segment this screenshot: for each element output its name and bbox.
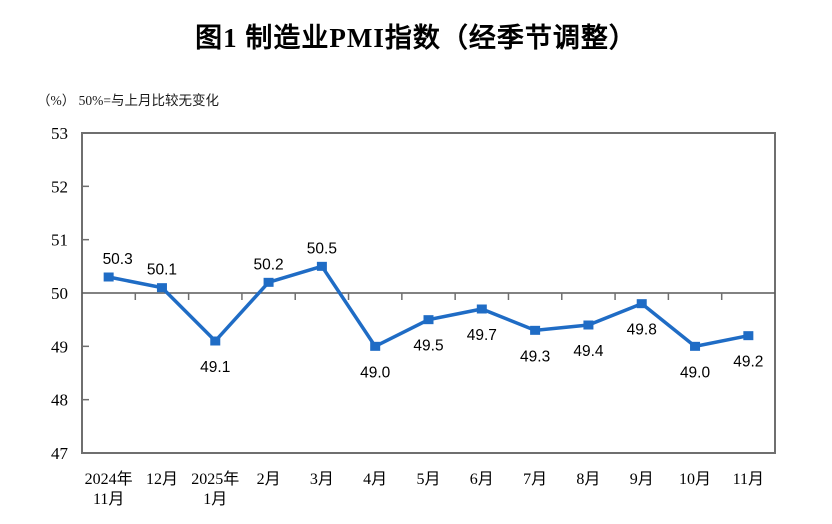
x-axis-label: 12月	[146, 471, 178, 488]
data-point-marker	[103, 272, 114, 282]
x-axis-label: 2月	[257, 471, 281, 488]
data-label: 49.0	[680, 364, 711, 381]
data-label: 49.5	[413, 338, 443, 355]
x-axis-label: 4月	[363, 471, 387, 488]
x-axis-label: 2024年 11月	[85, 470, 133, 508]
data-point-marker	[423, 315, 434, 325]
x-axis-label: 2025年 1月	[191, 470, 239, 508]
y-axis-label: 52	[51, 177, 68, 196]
data-label: 50.5	[307, 240, 337, 257]
chart-title: 图1 制造业PMI指数（经季节调整）	[195, 23, 637, 53]
x-axis-label: 11月	[733, 471, 764, 488]
y-axis-label: 51	[51, 231, 68, 250]
data-label: 49.0	[360, 364, 391, 381]
data-label: 50.1	[147, 262, 177, 279]
data-point-marker	[156, 283, 167, 293]
y-axis-label: 47	[51, 444, 69, 463]
data-point-marker	[743, 331, 754, 341]
data-label: 49.8	[627, 322, 657, 339]
data-point-marker	[476, 304, 487, 314]
axis-unit-note: （%） 50%=与上月比较无变化	[37, 93, 219, 108]
data-label: 49.3	[520, 348, 550, 365]
y-axis-label: 48	[51, 391, 68, 410]
data-point-marker	[210, 336, 221, 346]
data-point-marker	[370, 341, 381, 351]
data-point-marker	[583, 320, 594, 330]
data-point-marker	[316, 261, 327, 271]
data-label: 49.1	[200, 359, 230, 376]
data-point-marker	[263, 277, 274, 287]
data-point-marker	[690, 341, 701, 351]
data-label: 49.2	[733, 354, 763, 371]
x-axis-label: 9月	[630, 471, 654, 488]
y-axis-label: 50	[51, 284, 68, 303]
data-label: 49.7	[467, 327, 497, 344]
data-label: 50.2	[253, 256, 283, 273]
y-axis-label: 53	[51, 124, 68, 143]
x-axis-label: 6月	[470, 471, 494, 488]
data-point-marker	[530, 325, 541, 335]
data-point-marker	[636, 299, 647, 309]
x-axis-label: 3月	[310, 471, 334, 488]
x-axis-label: 5月	[416, 471, 440, 488]
x-axis-label: 8月	[576, 471, 600, 488]
x-axis-label: 10月	[679, 471, 711, 488]
y-axis-label: 49	[51, 337, 68, 356]
data-label: 50.3	[103, 251, 133, 268]
data-label: 49.4	[573, 343, 604, 360]
x-axis-label: 7月	[523, 471, 547, 488]
